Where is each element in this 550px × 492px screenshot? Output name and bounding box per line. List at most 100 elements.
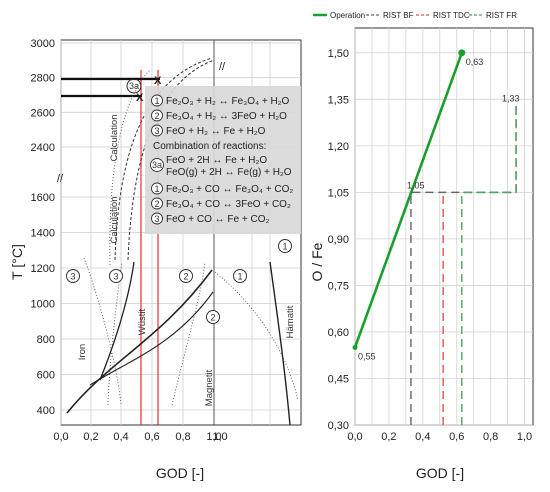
- right-y-axis-label: O / Fe: [309, 242, 325, 281]
- region-hematit: Hämatit: [285, 305, 296, 338]
- right-y-tick: 1,35: [328, 94, 349, 106]
- circle-label-text: 2: [183, 272, 188, 282]
- right-x-tick: 1,0: [517, 431, 532, 443]
- legend-label-2: RIST TDC: [433, 11, 470, 20]
- reaction-num-circle: [151, 212, 163, 225]
- reaction-num-circle: [150, 158, 164, 172]
- right-y-tick: 0,90: [328, 234, 349, 246]
- right-y-tick: 1,50: [328, 48, 349, 60]
- combination-title: Combination of reactions:: [153, 141, 266, 152]
- left-y-tick: 2800: [31, 73, 55, 85]
- reaction-num: 3: [154, 126, 159, 136]
- right-ticks: 0,0 0,2 0,4 0,6 0,8 1,0 0,30 0,45 0,60 0,75 0,90 1,…: [328, 48, 533, 443]
- circle-label: [66, 269, 80, 283]
- left-y-tick: 1400: [31, 228, 55, 240]
- right-y-tick: 1,20: [328, 141, 349, 153]
- reaction-num-circle: [151, 124, 163, 137]
- legend-label-3: RIST FR: [486, 11, 517, 20]
- right-y-tick: 0,30: [328, 420, 349, 432]
- reaction-text: FeO + CO ↔ Fe + CO₂: [166, 214, 269, 225]
- circle-label: [109, 269, 123, 283]
- right-x-tick: 0,6: [449, 431, 464, 443]
- right-y-tick: 0,60: [328, 327, 349, 339]
- reaction-text: FeO + H₂ ↔ Fe + H₂O: [166, 126, 266, 137]
- left-curves: XX3aIronWüstitMagnetitHämatitCalculation…: [61, 40, 299, 426]
- right-x-tick: 0,0: [347, 431, 362, 443]
- dashed-curve-1: [114, 57, 213, 261]
- left-y-tick: 1600: [31, 192, 55, 204]
- curve-2-low: [89, 291, 214, 386]
- series-operation: [353, 52, 464, 348]
- left-y-tick: 400: [37, 405, 55, 417]
- calc-label-2: Calculation: [109, 197, 120, 244]
- axis-break-x: //: [219, 61, 226, 73]
- right-x-tick: 0,4: [415, 431, 430, 443]
- left-y-tick: 3000: [31, 38, 55, 50]
- right-grid: [354, 28, 533, 426]
- dotted-curve-iron: [83, 257, 122, 406]
- left-x-tick: 0,4: [113, 431, 128, 443]
- legend-label-1: RIST BF: [383, 11, 414, 20]
- x-marker-1: X: [154, 75, 162, 87]
- right-plot-frame: [354, 27, 534, 426]
- right-x-tick: 0,8: [483, 431, 498, 443]
- reaction-text: Fe₃O₄ + CO ↔ 3FeO + CO₂: [166, 199, 291, 210]
- right-x-axis-label: GOD [-]: [416, 465, 464, 481]
- circle-label: [233, 269, 247, 283]
- left-y-tick: 2600: [31, 107, 55, 119]
- circle-label-text: 2: [210, 313, 215, 323]
- left-x-tick: 0,6: [144, 431, 159, 443]
- reaction-text: Fe₂O₃ + CO ↔ Fe₃O₄ + CO₂: [166, 184, 293, 195]
- circle-label: [206, 310, 220, 324]
- curve-iron-wustit: [66, 269, 213, 414]
- left-y-axis-label: T [°C]: [9, 244, 25, 280]
- curve-hematite: [269, 261, 291, 426]
- circle-3a-top-label: 3a: [129, 81, 139, 91]
- series-rist-fr: [461, 105, 517, 425]
- dotted-curve-2: [171, 261, 206, 406]
- circle-label-text: 1: [282, 242, 287, 252]
- region-wustit: Wüstit: [137, 308, 148, 335]
- left-x-tick: 0,8: [175, 431, 190, 443]
- left-x-axis-label: GOD [-]: [156, 465, 204, 481]
- right-x-tick: 0,2: [381, 431, 396, 443]
- left-x-tick: 0,0: [53, 431, 68, 443]
- circle-label-text: 3: [70, 272, 75, 282]
- annotation: 1,33: [502, 94, 520, 104]
- circle-label-text: 3: [113, 272, 118, 282]
- left-y-tick: 1200: [31, 263, 55, 275]
- annotation: 0,63: [466, 57, 484, 67]
- right-y-tick: 0,45: [328, 373, 349, 385]
- region-iron: Iron: [77, 344, 88, 360]
- reaction-num: 1: [154, 184, 159, 194]
- left-x-tick: 0,2: [83, 431, 98, 443]
- left-ticks: 0,0 0,2 0,4 0,6 0,8 1,01,0 400 600 800 1000 1200 14…: [31, 38, 228, 443]
- right-chart: 0,550,631,051,33 0,0 0,2 0,4 0,6 0,8 1,00,300…: [309, 11, 534, 481]
- legend: Operation RIST BF RIST TDC RIST FR: [313, 11, 517, 20]
- left-x-tick-extra: 1,0: [212, 431, 227, 443]
- circle-label: [179, 269, 193, 283]
- reaction-box: 1 Fe₂O₃ + H₂ ↔ Fe₃O₄ + H₂O 2 Fe₃O₄ + H₂ ↔ 3…: [145, 86, 301, 234]
- region-magnetit: Magnetit: [204, 369, 215, 406]
- left-y-tick: 2400: [31, 142, 55, 154]
- left-x-tick: 1,0: [206, 431, 221, 443]
- left-chart: XX3aIronWüstitMagnetitHämatitCalculation…: [9, 38, 302, 481]
- reaction-num-circle: [151, 182, 163, 195]
- reaction-num: 2: [154, 199, 159, 209]
- calc-label-1: Calculation: [109, 115, 120, 162]
- legend-label-0: Operation: [330, 11, 365, 20]
- left-y-tick: 800: [37, 334, 55, 346]
- reaction-3a-line2: FeO(g) + 2H ↔ Fe(g) + H₂O: [166, 167, 292, 178]
- reaction-text: Fe₂O₃ + H₂ ↔ Fe₃O₄ + H₂O: [166, 96, 290, 107]
- circle-label: [278, 239, 292, 253]
- reaction-num: 2: [154, 111, 159, 121]
- annotation: 0,55: [358, 351, 376, 361]
- reaction-3a-line1: FeO + 2H ↔ Fe + H₂O: [166, 155, 267, 166]
- calc-box: [145, 86, 301, 234]
- reaction-num-circle: [151, 94, 163, 107]
- left-y-tick: 1000: [31, 299, 55, 311]
- reaction-num-circle: [151, 197, 163, 210]
- reaction-num: 3a: [152, 160, 162, 170]
- curve-3-steep: [99, 261, 135, 381]
